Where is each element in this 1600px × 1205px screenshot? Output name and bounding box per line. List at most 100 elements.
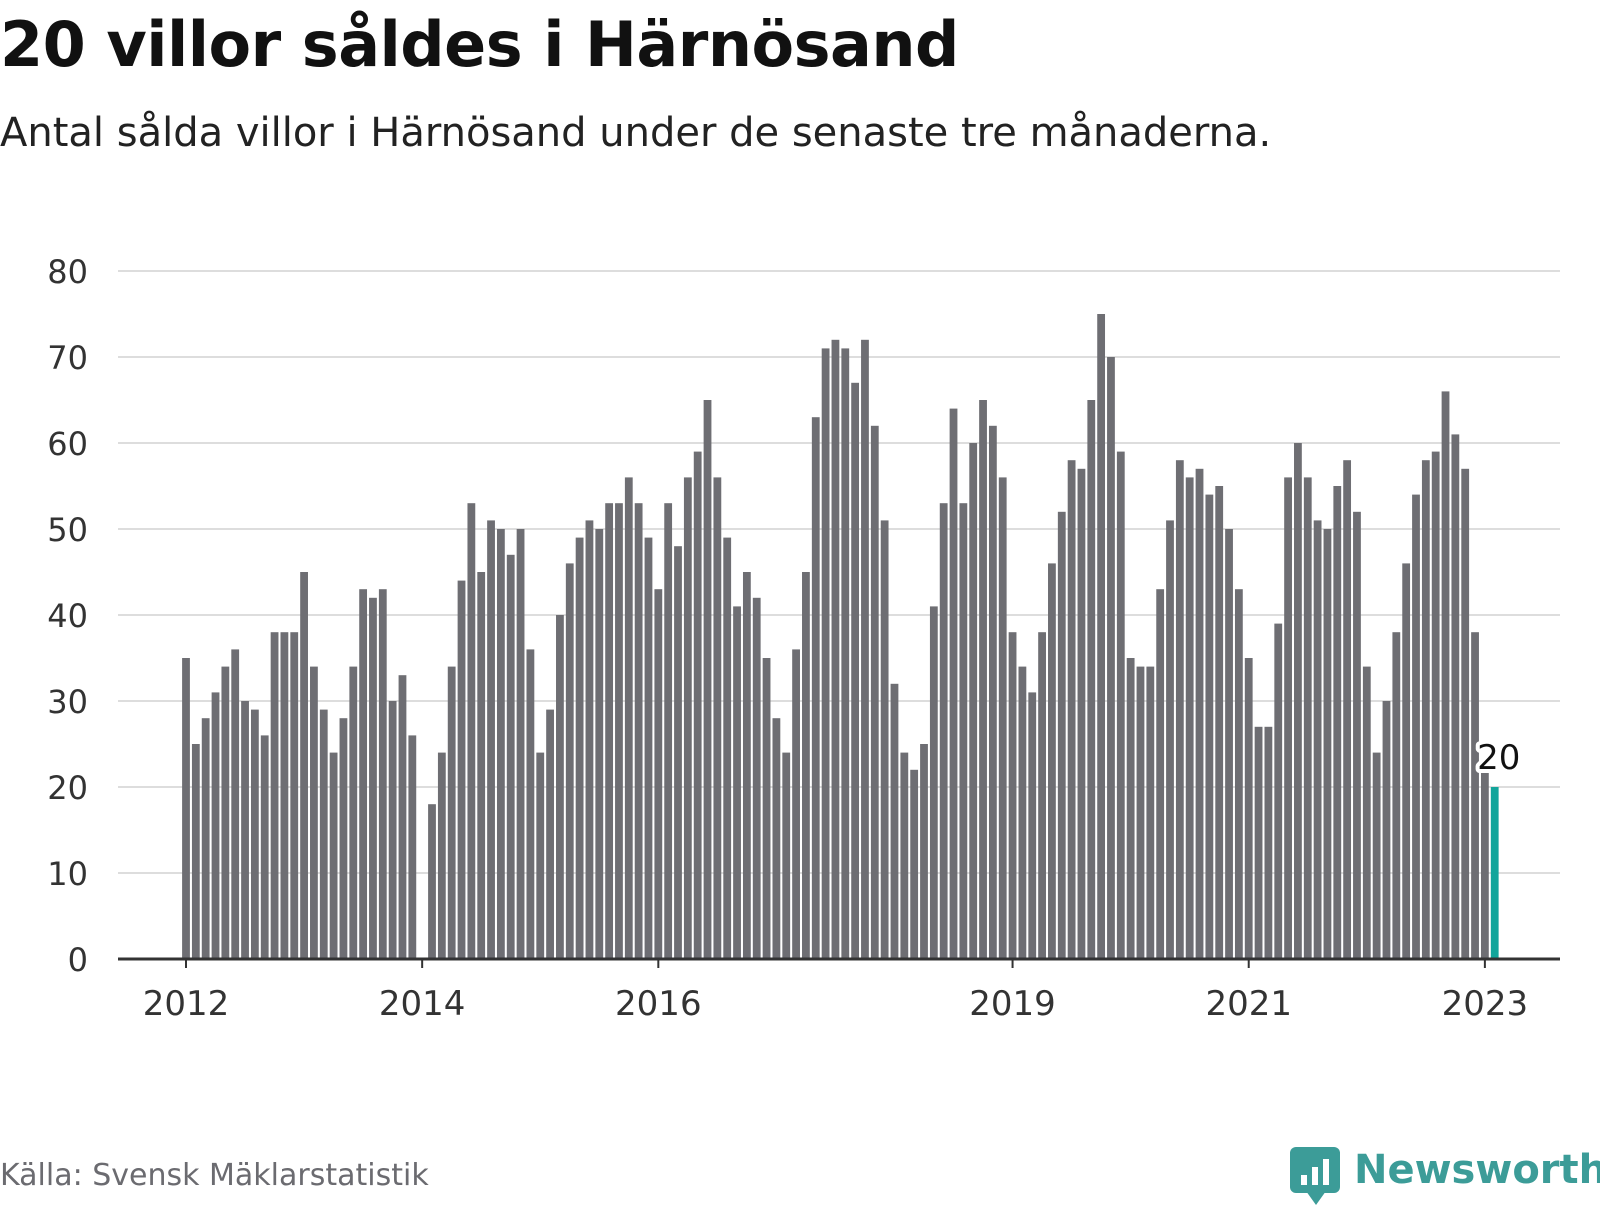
bars — [182, 314, 1499, 960]
bar — [654, 589, 663, 959]
bar — [841, 348, 850, 959]
bar — [792, 649, 800, 959]
bar — [1244, 658, 1253, 959]
bar — [831, 339, 840, 959]
bar — [1077, 468, 1086, 959]
y-axis-tick-labels: 0 10 20 30 40 50 60 70 80 — [47, 253, 88, 979]
bar — [949, 408, 958, 960]
bar — [821, 348, 830, 959]
bar — [723, 537, 732, 959]
bar — [1353, 511, 1361, 959]
bar — [693, 451, 702, 959]
bar — [1234, 589, 1243, 959]
bar — [900, 752, 909, 959]
highlight-bar — [1490, 787, 1499, 959]
x-axis-ticks: 2012 2014 2016 2019 2021 2023 — [143, 959, 1528, 1024]
bar — [1185, 477, 1194, 959]
bar — [1303, 477, 1312, 959]
bar — [1343, 460, 1352, 959]
bar — [1087, 400, 1096, 959]
bar — [270, 632, 279, 959]
bar — [615, 503, 623, 959]
bar — [1107, 357, 1115, 959]
bar — [536, 752, 545, 959]
bar — [191, 744, 200, 959]
bar — [506, 554, 515, 959]
bar — [1254, 726, 1263, 959]
bar — [674, 546, 682, 959]
bar — [1274, 623, 1283, 959]
bar — [319, 709, 328, 959]
bar — [339, 718, 348, 959]
x-tick-label: 2012 — [143, 984, 230, 1024]
bar — [772, 718, 781, 959]
bar — [329, 752, 338, 959]
bar — [1362, 666, 1371, 959]
bar — [1028, 692, 1037, 959]
bar — [752, 597, 761, 959]
bar — [890, 683, 899, 959]
bar — [359, 589, 368, 959]
bar — [1225, 529, 1233, 959]
bar — [595, 529, 604, 959]
bar — [802, 572, 810, 959]
bar — [644, 537, 653, 959]
bar — [1136, 666, 1145, 959]
bar — [1175, 460, 1184, 959]
source-note: Källa: Svensk Mäklarstatistik — [0, 1158, 429, 1193]
bar — [1166, 520, 1174, 959]
bar — [1431, 451, 1440, 959]
bar — [182, 658, 190, 959]
bar — [428, 804, 436, 959]
bar — [1008, 632, 1017, 959]
bar — [605, 503, 614, 959]
bar — [565, 563, 574, 959]
bar-chart-speech-bubble-icon — [1290, 1147, 1340, 1205]
y-tick-label: 0 — [68, 941, 88, 979]
bar — [447, 666, 456, 959]
bar — [870, 425, 879, 959]
bar — [979, 400, 987, 959]
bar — [221, 666, 230, 959]
bar — [1471, 632, 1479, 959]
y-tick-label: 30 — [47, 683, 88, 721]
bar — [1323, 529, 1332, 959]
y-tick-label: 80 — [47, 253, 88, 291]
y-tick-label: 60 — [47, 425, 88, 463]
bar — [910, 769, 919, 959]
bar — [369, 597, 377, 959]
bar — [851, 382, 860, 959]
bar — [929, 606, 938, 959]
bar — [782, 752, 791, 959]
bar — [290, 632, 299, 959]
bar — [477, 572, 486, 959]
bar — [300, 572, 308, 959]
bar — [811, 417, 820, 959]
bar — [1048, 563, 1056, 959]
bar — [1284, 477, 1292, 959]
bar — [1018, 666, 1027, 959]
bar — [1205, 494, 1214, 959]
bar — [1215, 486, 1224, 959]
bar — [260, 735, 269, 959]
bar — [998, 477, 1007, 959]
bar — [1451, 434, 1460, 959]
bar — [1421, 460, 1430, 959]
y-tick-label: 20 — [47, 769, 88, 807]
bar — [546, 709, 554, 959]
bar — [201, 718, 210, 959]
bar — [624, 477, 633, 959]
x-tick-label: 2019 — [969, 984, 1056, 1024]
bar — [861, 339, 869, 959]
bar — [250, 709, 259, 959]
bar — [398, 675, 407, 959]
bar — [1067, 460, 1076, 959]
bar — [1038, 632, 1046, 959]
bar — [1313, 520, 1322, 959]
bar — [349, 666, 358, 959]
bar — [556, 615, 564, 959]
bar — [1195, 468, 1204, 959]
bar — [585, 520, 594, 959]
bar — [516, 529, 525, 959]
